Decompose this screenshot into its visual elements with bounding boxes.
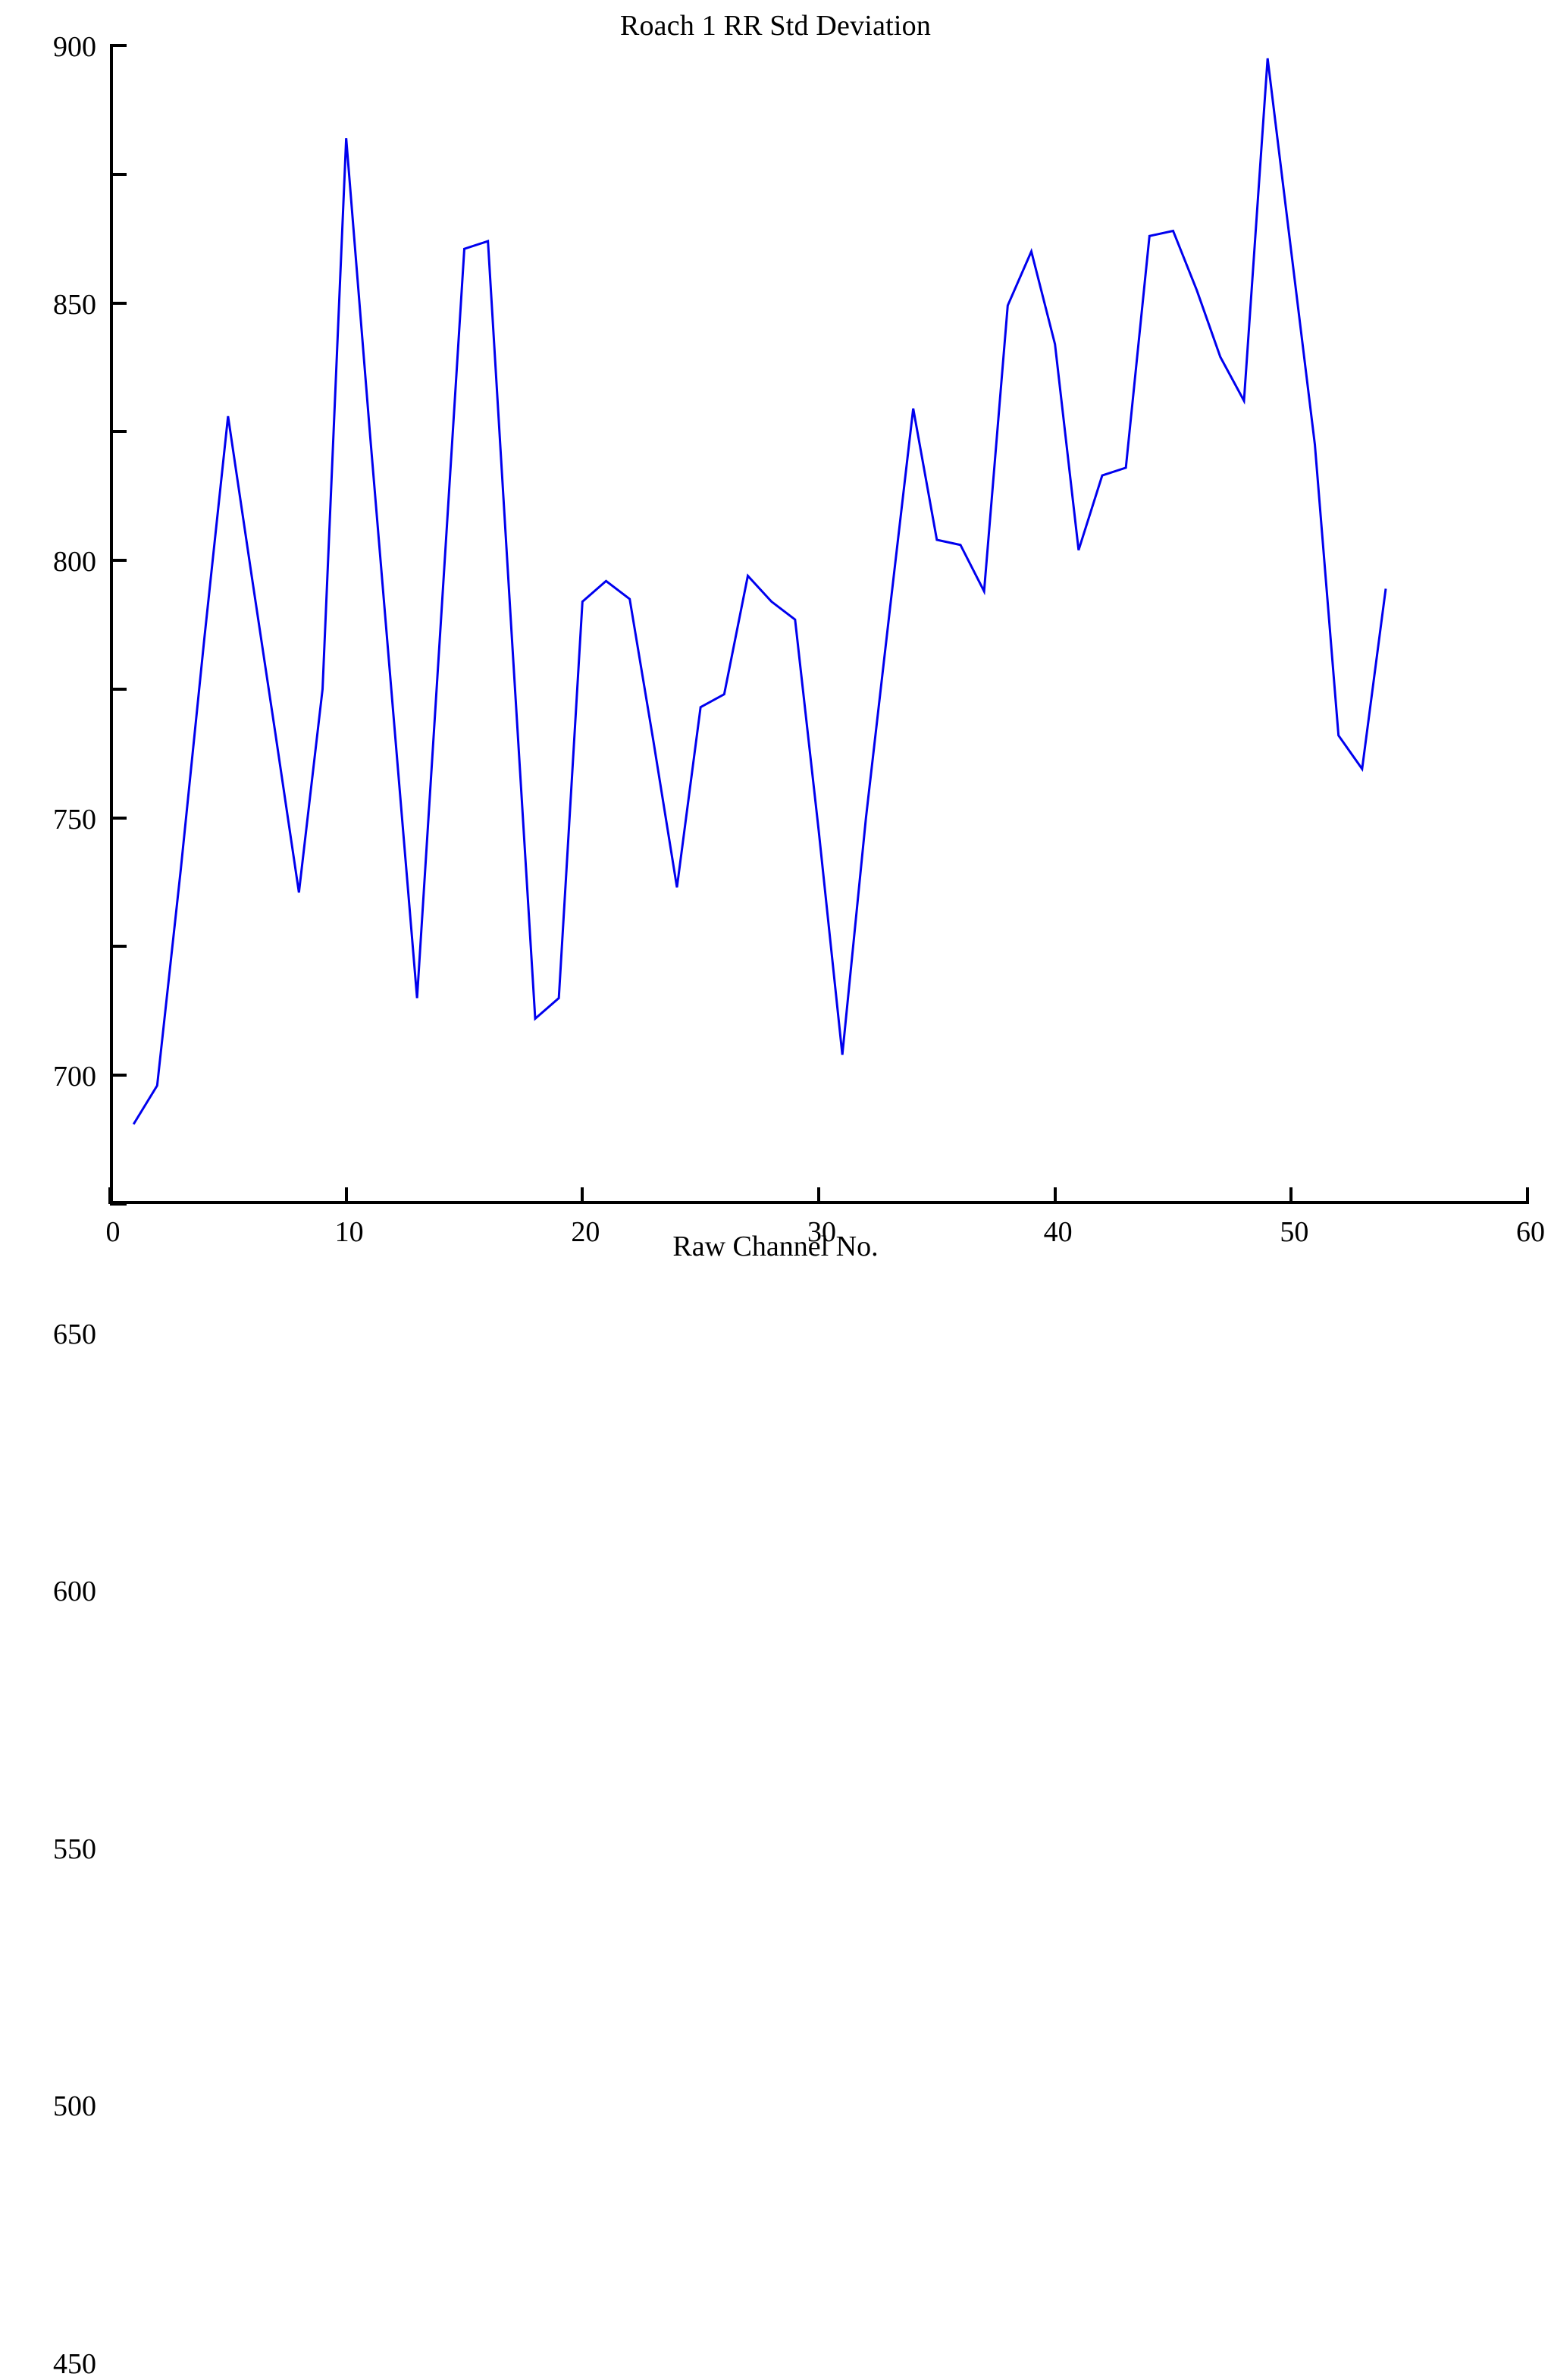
y-tick-mark: 850 [53,172,127,319]
data-series-line [132,58,1387,1125]
plot-area: 450 500 550 600 650 700 750 800 850 900 0 10 20 30 40… [53,33,1545,2378]
plot-frame [110,45,1528,1204]
x-tick-label: 40 [1043,1216,1073,1248]
x-tick-label: 20 [571,1216,600,1248]
x-tick-label: 30 [807,1216,836,1248]
y-tick-mark: 900 [53,33,127,61]
y-tick-label: 550 [53,1833,96,1865]
x-tick-label: 50 [1280,1216,1309,1248]
y-tick-label: 500 [53,2090,96,2123]
x-tick-mark: 60 [1516,1187,1545,1246]
x-tick-mark: 10 [335,1187,364,1246]
x-tick-mark: 40 [1044,1187,1073,1246]
y-tick-mark: 800 [53,301,127,576]
x-tick-label: 0 [105,1216,121,1248]
series-polyline [132,58,1387,1125]
page-title: Roach 1 RR Std Deviation [619,10,932,42]
x-tick-label: 10 [334,1216,364,1248]
chart-figure: Roach 1 RR Std Deviation Channel Std. de… [53,10,1545,2378]
x-tick-mark: 50 [1280,1187,1308,1246]
y-tick-label: 450 [53,2348,96,2380]
y-tick-mark: 700 [53,559,127,1091]
x-axis-title: Raw Channel No. [672,1231,879,1262]
y-tick-label: 750 [53,803,96,836]
x-tick-mark: 30 [807,1187,836,1246]
y-tick-label: 700 [53,1061,96,1093]
y-tick-mark: 750 [53,430,127,834]
y-tick-label: 800 [53,546,96,579]
y-tick-label: 600 [53,1576,96,1608]
y-tick-label: 650 [53,1318,96,1350]
x-tick-mark: 0 [106,1187,121,1246]
x-tick-label: 60 [1516,1216,1545,1248]
x-tick-mark: 20 [571,1187,600,1246]
y-tick-label: 850 [53,288,96,321]
y-tick-label: 900 [53,31,96,63]
